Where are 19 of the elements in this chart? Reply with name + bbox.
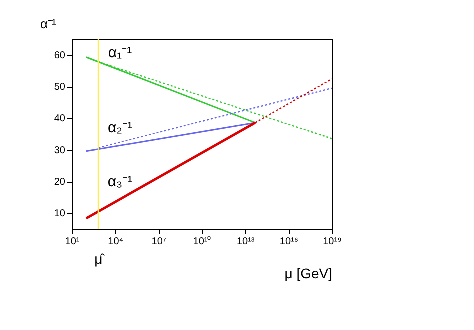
x-tick-label: 10⁷ — [152, 236, 167, 248]
series-label: α₃⁻¹ — [108, 173, 133, 190]
x-tick-label: 10¹⁹ — [323, 236, 342, 248]
x-axis-title: μ [GeV] — [284, 266, 332, 282]
y-tick-label: 60 — [54, 50, 66, 62]
y-tick-label: 50 — [54, 82, 66, 93]
x-tick-label: 10¹⁰ — [193, 236, 212, 248]
series-label: α₂⁻¹ — [108, 120, 132, 137]
ref-line-label: μ̂ — [94, 251, 106, 267]
x-tick-label: 10¹ — [65, 236, 80, 248]
y-tick-label: 10 — [54, 208, 66, 220]
x-tick-label: 10⁴ — [108, 236, 124, 248]
series-label: α₁⁻¹ — [108, 44, 132, 62]
x-tick-label: 10¹⁶ — [280, 236, 298, 248]
x-tick-label: 10¹³ — [236, 236, 256, 248]
y-tick-label: 40 — [54, 114, 66, 125]
y-tick-label: 20 — [54, 177, 66, 188]
y-tick-label: 30 — [54, 145, 66, 156]
y-axis-title: α⁻¹ — [40, 16, 58, 32]
